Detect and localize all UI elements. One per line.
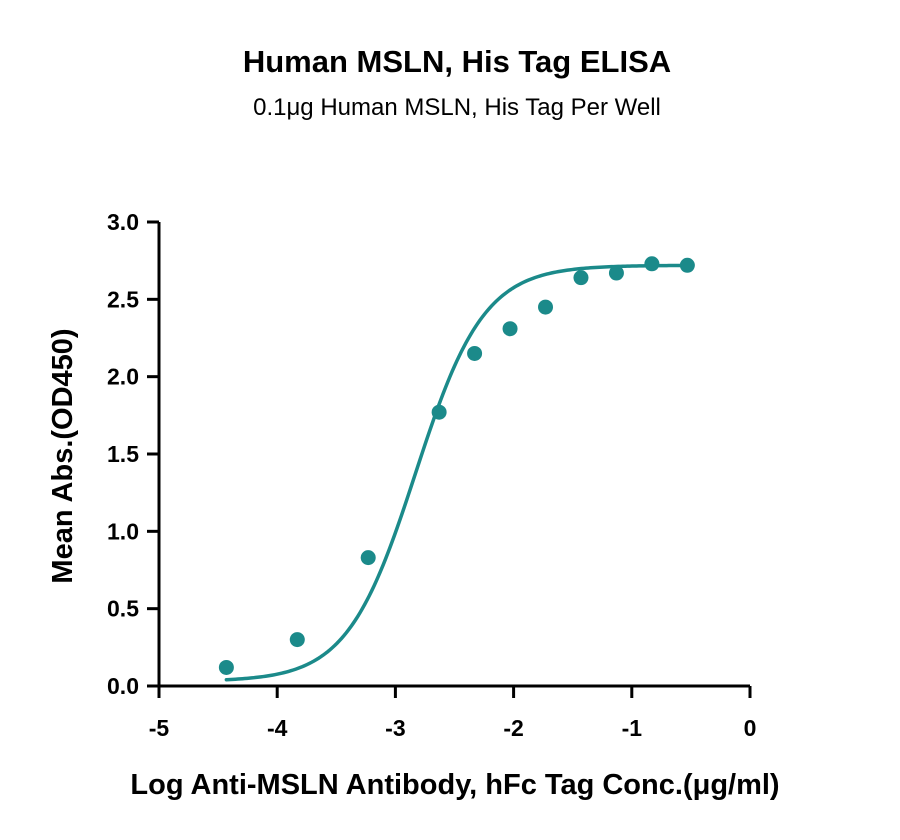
- data-points-layer: [218, 256, 695, 675]
- data-point: [431, 404, 447, 420]
- y-axis-label: Mean Abs.(OD450): [47, 328, 79, 583]
- data-point: [538, 299, 554, 315]
- data-point: [679, 257, 695, 273]
- y-tick-label: 1.5: [107, 441, 139, 467]
- y-axis-ticks: 0.0 0.5 1.0 1.5 2.0 2.5 3.0: [107, 209, 159, 699]
- y-tick-label: 3.0: [107, 209, 139, 235]
- data-point: [289, 632, 305, 648]
- x-tick-label: -1: [622, 715, 643, 741]
- y-tick-label: 0.0: [107, 673, 139, 699]
- x-tick-label: -5: [149, 715, 170, 741]
- x-axis-ticks: -5 -4 -3 -2 -1 0: [149, 686, 757, 741]
- data-point: [608, 265, 624, 281]
- y-tick-label: 0.5: [107, 596, 139, 622]
- data-point: [502, 321, 518, 337]
- data-point: [573, 270, 589, 286]
- x-tick-label: -4: [267, 715, 288, 741]
- fit-curve-layer: [224, 263, 690, 682]
- data-point: [644, 256, 660, 272]
- chart-title: Human MSLN, His Tag ELISA: [243, 44, 671, 79]
- y-tick-label: 1.0: [107, 518, 139, 544]
- x-tick-label: -3: [385, 715, 405, 741]
- chart-subtitle: 0.1μg Human MSLN, His Tag Per Well: [253, 94, 661, 121]
- data-point: [360, 550, 376, 566]
- x-axis-label: Log Anti-MSLN Antibody, hFc Tag Conc.(μg…: [130, 769, 779, 801]
- x-tick-label: -2: [503, 715, 523, 741]
- y-tick-label: 2.0: [107, 364, 139, 390]
- y-tick-label: 2.5: [107, 286, 139, 312]
- data-point: [218, 659, 234, 675]
- x-tick-label: 0: [744, 715, 757, 741]
- fit-curve: [224, 263, 690, 682]
- data-point: [467, 345, 483, 361]
